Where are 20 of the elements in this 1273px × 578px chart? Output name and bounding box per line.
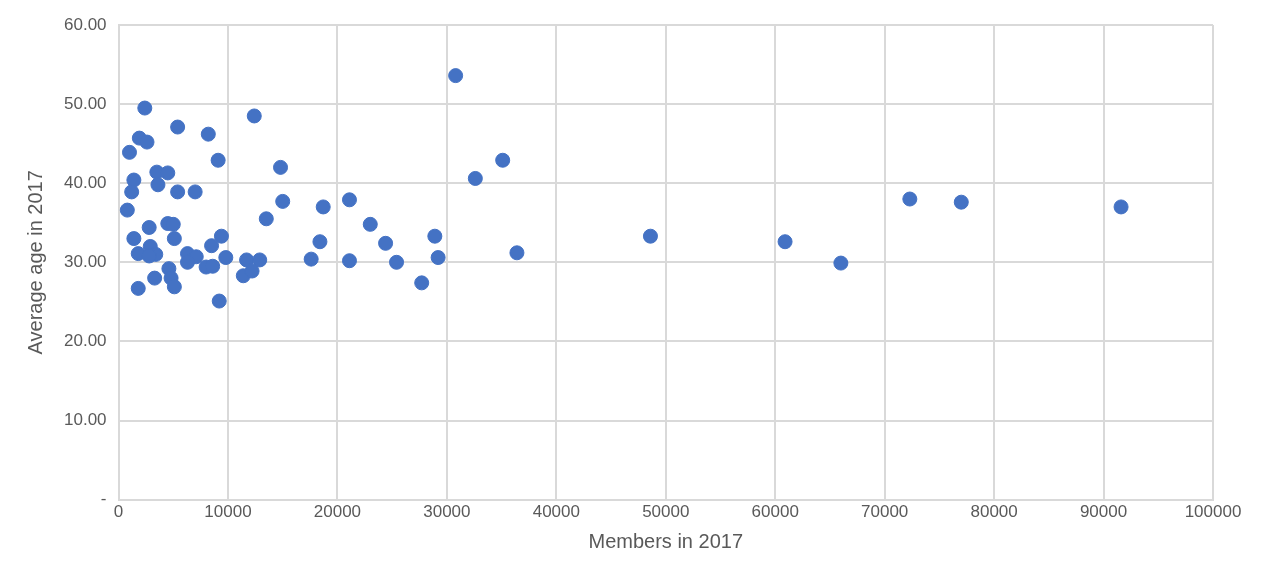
y-tick-label: 50.00 bbox=[63, 93, 107, 113]
x-axis-title: Members in 2017 bbox=[588, 529, 744, 552]
y-tick-label: - bbox=[100, 489, 107, 509]
x-tick-label: 0 bbox=[113, 502, 124, 522]
y-tick-label: 30.00 bbox=[63, 251, 107, 271]
x-tick-label: 50000 bbox=[642, 502, 690, 522]
y-tick-label: 20.00 bbox=[63, 331, 107, 351]
y-tick-label: 40.00 bbox=[63, 172, 107, 192]
x-tick-label: 20000 bbox=[313, 502, 362, 522]
y-tick-label: 10.00 bbox=[63, 410, 107, 430]
x-tick-label: 80000 bbox=[970, 502, 1018, 522]
y-tick-label: 60.00 bbox=[63, 14, 107, 34]
y-axis-title: Average age in 2017 bbox=[23, 170, 46, 355]
x-tick-label: 30000 bbox=[423, 502, 471, 522]
x-tick-label: 60000 bbox=[751, 502, 799, 522]
x-tick-label: 10000 bbox=[204, 502, 252, 522]
x-tick-label: 70000 bbox=[861, 502, 909, 522]
x-tick-label: 90000 bbox=[1079, 502, 1128, 522]
x-tick-label: 100000 bbox=[1184, 502, 1242, 522]
x-tick-label: 40000 bbox=[532, 502, 580, 522]
